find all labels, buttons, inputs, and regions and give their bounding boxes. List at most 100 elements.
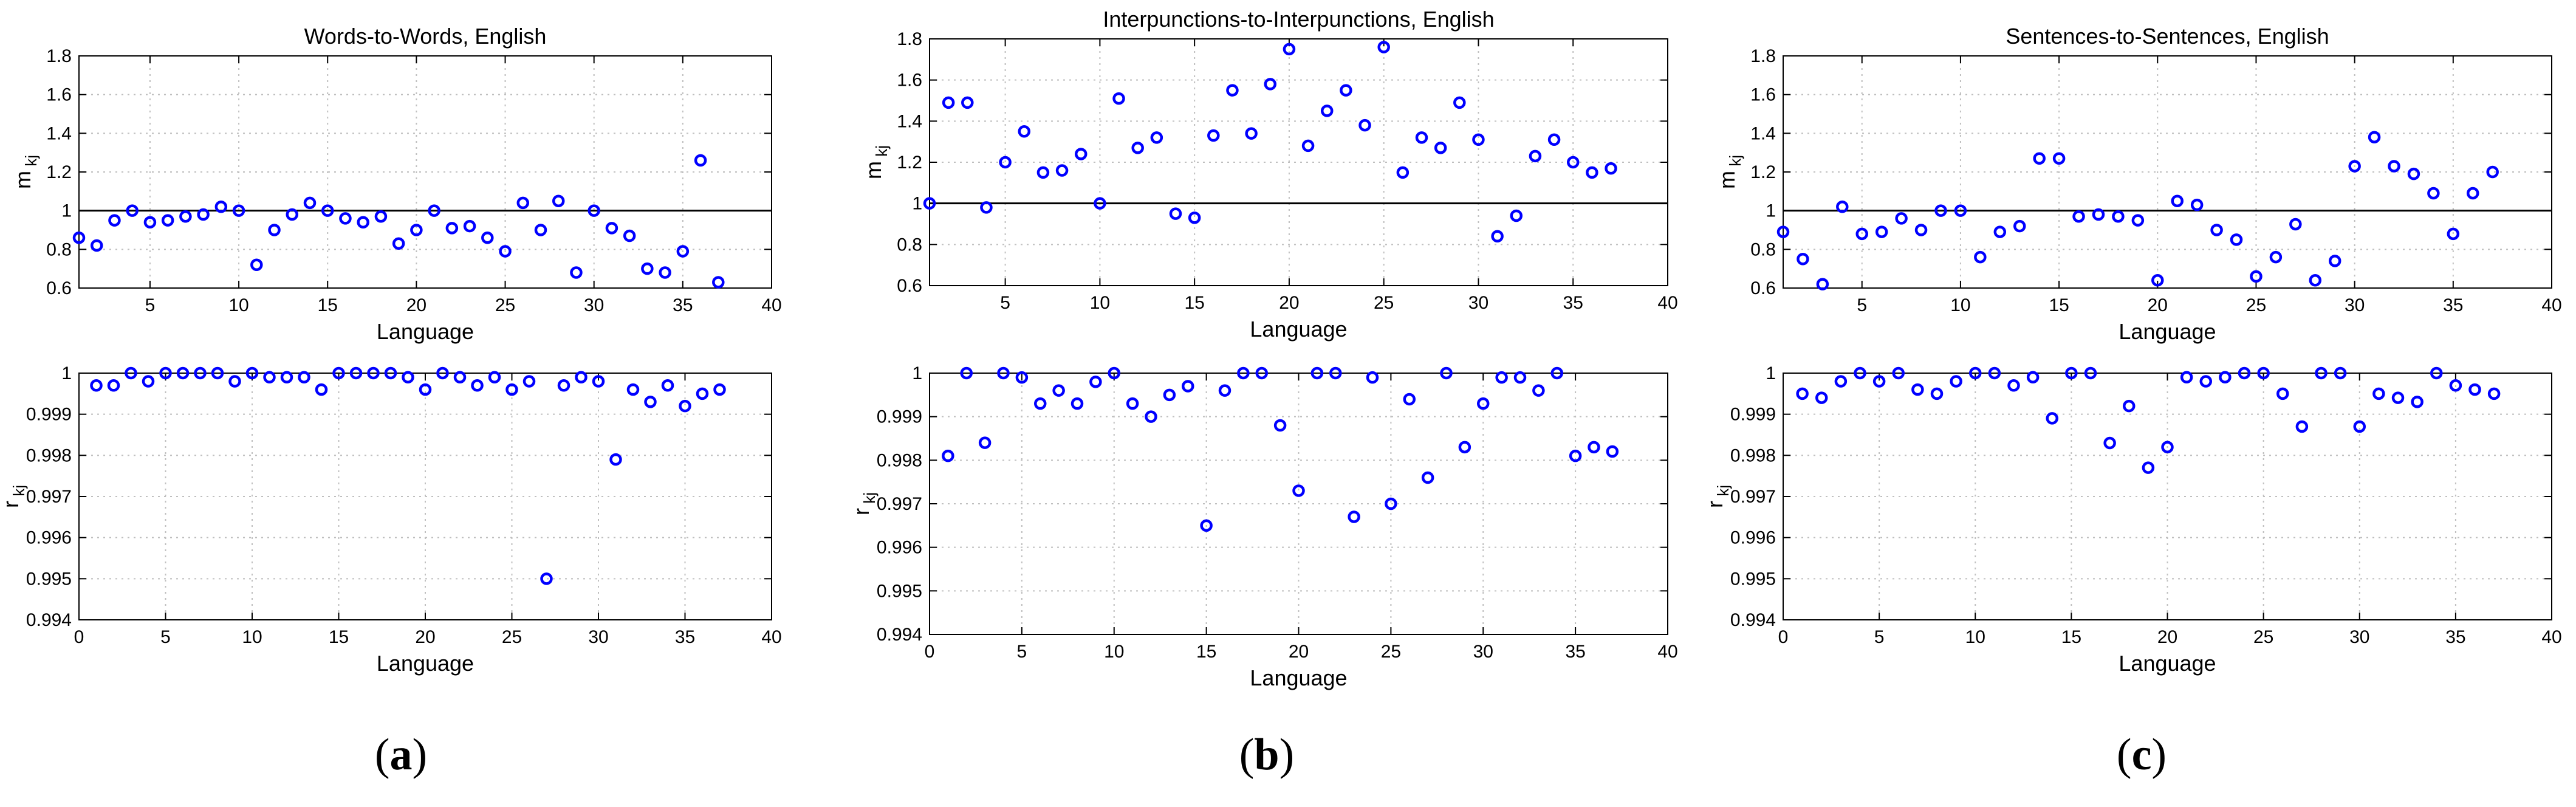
x-tick-label: 5 [1000, 293, 1010, 313]
x-tick-label: 15 [2061, 627, 2081, 647]
data-point [481, 231, 494, 244]
data-point [1226, 84, 1239, 97]
y-tick-label: 0.996 [877, 538, 922, 558]
data-point [1566, 156, 1580, 169]
data-point [2334, 366, 2347, 380]
data-point [2065, 366, 2078, 380]
y-tick-label: 0.998 [26, 445, 72, 465]
data-point [1796, 387, 1809, 400]
chart-title: Words-to-Words, English [304, 24, 547, 49]
data-point [303, 196, 317, 210]
y-axis-label: m kj [1714, 155, 1744, 189]
data-point [1776, 225, 1790, 238]
data-point [570, 266, 583, 279]
data-point [1015, 371, 1029, 384]
data-point [1403, 393, 1416, 406]
data-point [2230, 233, 2243, 246]
panel-label-b: (b) [1239, 730, 1295, 780]
y-tick-label: 0.996 [26, 528, 72, 548]
y-tick-label: 0.8 [897, 235, 922, 255]
y-tick-label: 0.997 [877, 494, 922, 514]
data-point [2411, 396, 2424, 408]
data-point [1089, 376, 1102, 388]
data-point [1034, 397, 1047, 410]
data-point [1547, 133, 1561, 146]
data-point [2407, 167, 2420, 180]
y-tick-label: 1.6 [897, 70, 922, 91]
data-point [1513, 371, 1527, 384]
x-tick-label: 30 [2349, 627, 2369, 647]
data-point [1816, 278, 1829, 290]
y-axis-label: r kj [1702, 485, 1732, 508]
data-point [2348, 160, 2361, 173]
data-point [245, 366, 259, 380]
y-tick-label: 0.8 [1750, 239, 1776, 259]
data-point [179, 210, 192, 223]
x-tick-label: 25 [495, 295, 515, 315]
data-point [1396, 166, 1410, 179]
x-tick-label: 15 [1184, 293, 1204, 313]
x-tick-label: 0 [74, 627, 84, 647]
data-point [268, 224, 281, 236]
x-tick-label: 15 [1196, 642, 1216, 662]
data-point [159, 366, 172, 380]
x-tick-label: 5 [145, 295, 156, 315]
data-point [332, 366, 345, 380]
x-tick-label: 40 [1657, 642, 1677, 662]
data-point [1108, 366, 1120, 380]
x-tick-label: 40 [2541, 627, 2561, 647]
data-point [214, 201, 228, 213]
y-tick-label: 1 [1766, 363, 1776, 383]
data-point [1458, 441, 1471, 454]
x-tick-label: 5 [160, 627, 171, 647]
data-point [2257, 366, 2270, 380]
x-axis-label: Language [1250, 317, 1347, 342]
data-point [232, 204, 245, 217]
data-point [2328, 255, 2341, 267]
data-point [2487, 387, 2501, 400]
data-point [997, 366, 1010, 380]
data-point [2353, 420, 2366, 433]
data-point [659, 266, 671, 279]
y-tick-label: 0.996 [1730, 528, 1776, 548]
data-point [1815, 391, 1828, 404]
data-point [1182, 380, 1194, 393]
data-point [384, 366, 397, 380]
data-point [1112, 92, 1125, 105]
data-point [339, 212, 352, 225]
x-tick-label: 10 [1104, 642, 1124, 662]
data-point [712, 276, 725, 289]
data-point [2131, 214, 2145, 227]
data-point [463, 219, 476, 233]
x-axis-label: Language [377, 319, 474, 344]
x-tick-label: 35 [2443, 295, 2463, 315]
data-point [1954, 204, 1967, 217]
x-tick-label: 20 [406, 295, 426, 315]
data-point [1200, 519, 1213, 532]
x-tick-label: 0 [1778, 627, 1789, 647]
data-point [1606, 445, 1619, 458]
data-point [90, 379, 103, 392]
data-point [1055, 164, 1069, 177]
data-point [2180, 371, 2193, 384]
data-point [126, 204, 139, 217]
x-tick-label: 10 [242, 627, 262, 647]
data-point [1018, 125, 1031, 138]
data-point [1340, 84, 1352, 97]
data-point [2276, 387, 2289, 400]
x-tick-label: 30 [1468, 293, 1488, 313]
y-tick-label: 0.6 [46, 278, 72, 298]
y-tick-label: 0.6 [1750, 278, 1776, 298]
data-point [2007, 379, 2020, 392]
data-point [1329, 366, 1342, 380]
data-point [2052, 152, 2066, 165]
x-tick-label: 30 [588, 627, 608, 647]
x-tick-label: 30 [584, 295, 604, 315]
x-tick-label: 10 [1090, 293, 1110, 313]
data-point [1950, 375, 1962, 388]
data-point [419, 383, 432, 396]
x-tick-label: 35 [1565, 642, 1585, 662]
x-tick-label: 25 [1374, 293, 1394, 313]
data-point [676, 245, 690, 258]
